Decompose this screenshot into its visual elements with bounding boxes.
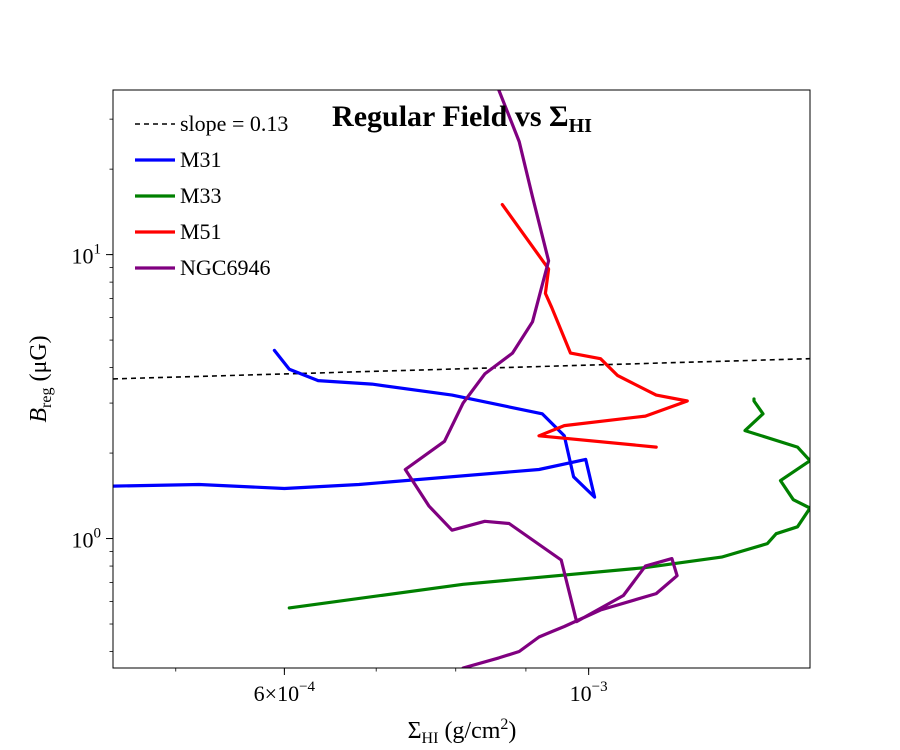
tick-layer: 6×10−4 10−3 100 101	[72, 118, 608, 706]
legend-label: slope = 0.13	[180, 111, 288, 136]
x-axis-label-sup: 2	[500, 716, 508, 733]
y-axis-label-sub: reg	[38, 388, 55, 408]
legend-label: NGC6946	[180, 255, 270, 280]
series-line-m51	[500, 203, 689, 449]
y-tick-label: 100	[72, 526, 102, 553]
x-axis-label-symbol: Σ	[408, 718, 422, 744]
legend: slope = 0.13 M31 M33 M51 NGC6946	[135, 111, 288, 280]
x-axis-label-close: )	[508, 718, 516, 744]
plot-frame	[112, 89, 811, 669]
y-axis-label: Breg (μG)	[26, 335, 55, 422]
x-axis-label: ΣHI (g/cm2)	[408, 716, 517, 747]
y-tick-label: 101	[72, 242, 102, 269]
x-tick-label: 10−3	[570, 679, 608, 706]
chart-title-main: Regular Field vs Σ	[332, 100, 569, 133]
chart-title-sub: HI	[569, 115, 593, 137]
legend-item-m33: M33	[135, 183, 222, 208]
x-axis-label-unit: (g/cm	[438, 718, 500, 744]
legend-label: M31	[180, 147, 222, 172]
legend-label: M51	[180, 219, 222, 244]
legend-item-ngc6946: NGC6946	[135, 255, 270, 280]
series-line-ngc6946	[403, 90, 679, 668]
legend-item-slope-0-13: slope = 0.13	[135, 111, 288, 136]
legend-item-m31: M31	[135, 147, 222, 172]
legend-label: M33	[180, 183, 222, 208]
chart-title: Regular Field vs ΣHI	[332, 100, 592, 137]
series-line-m31	[113, 348, 597, 499]
series-layer	[113, 90, 810, 668]
y-axis-label-symbol: B	[26, 408, 52, 423]
x-tick-label: 6×10−4	[254, 679, 316, 706]
series-line-m33	[287, 397, 810, 610]
legend-item-m51: M51	[135, 219, 222, 244]
y-axis-label-unit: (μG)	[26, 335, 52, 387]
plot-area	[113, 90, 810, 668]
x-axis-label-sub: HI	[422, 730, 439, 747]
